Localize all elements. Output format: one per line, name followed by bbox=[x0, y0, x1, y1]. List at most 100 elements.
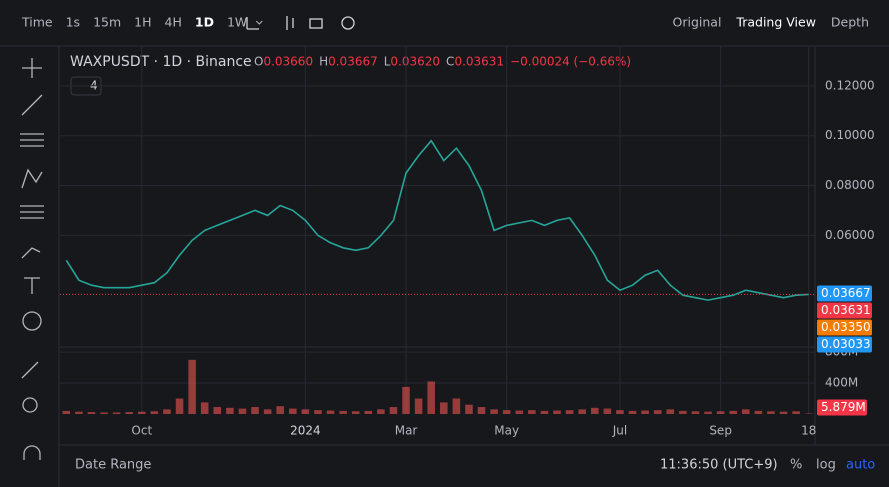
date-range[interactable]: Date Range bbox=[75, 458, 151, 473]
x-tick-label: Sep bbox=[709, 424, 732, 438]
volume-bar bbox=[213, 407, 222, 414]
volume-bar bbox=[351, 411, 360, 414]
x-tick-label: 18 bbox=[801, 424, 816, 438]
volume-bar bbox=[389, 407, 398, 414]
volume-bar bbox=[540, 410, 549, 414]
volume-bar bbox=[742, 409, 750, 414]
volume-bar bbox=[603, 408, 612, 414]
volume-bar bbox=[200, 402, 209, 414]
clock: 11:36:50 (UTC+9) bbox=[660, 458, 778, 473]
toolbar-icons[interactable] bbox=[246, 16, 355, 30]
top-bar bbox=[0, 0, 889, 46]
volume-bar bbox=[465, 404, 473, 414]
x-tick-label: Oct bbox=[131, 424, 152, 438]
volume-bar bbox=[565, 410, 574, 414]
volume-bar bbox=[150, 411, 159, 414]
volume-bar bbox=[691, 411, 700, 414]
volume-bar bbox=[402, 386, 410, 414]
volume-bar bbox=[553, 410, 561, 414]
log-toggle[interactable]: log bbox=[816, 458, 836, 473]
volume-bar bbox=[163, 409, 171, 414]
volume-bar bbox=[792, 411, 800, 414]
percent-toggle[interactable]: % bbox=[790, 458, 802, 473]
volume-bar bbox=[502, 410, 511, 414]
volume-bar bbox=[440, 402, 448, 414]
timeframe[interactable]: 1H bbox=[134, 15, 151, 30]
price-tag-label: 0.03631 bbox=[821, 303, 871, 317]
volume-bar bbox=[427, 381, 435, 414]
volume-bar bbox=[754, 410, 763, 414]
auto-toggle[interactable]: auto bbox=[846, 458, 875, 473]
price-tag-label: 0.03667 bbox=[821, 286, 871, 300]
volume-bar bbox=[138, 411, 146, 414]
volume-bar bbox=[779, 411, 788, 414]
ohlc-key: H bbox=[319, 55, 328, 69]
price-line bbox=[65, 139, 809, 301]
ohlc-value: 0.03631 bbox=[454, 55, 504, 69]
price-tag-label: 0.03350 bbox=[821, 320, 871, 334]
volume-bar bbox=[62, 410, 71, 414]
price-tag bbox=[817, 285, 872, 302]
volume-bar bbox=[125, 412, 133, 414]
price-tag-label: 0.03033 bbox=[821, 337, 871, 351]
view-tab[interactable]: Trading View bbox=[735, 15, 816, 30]
volume-bar bbox=[175, 398, 184, 414]
x-tick-label: 2024 bbox=[290, 424, 321, 438]
volume-bar bbox=[628, 410, 637, 414]
volume-bar bbox=[339, 410, 347, 414]
ohlc-key: O bbox=[254, 55, 263, 69]
volume-bar bbox=[641, 410, 649, 414]
volume-bar bbox=[276, 406, 284, 414]
timeframe[interactable]: 1D bbox=[195, 15, 214, 30]
view-tab[interactable]: Original bbox=[673, 15, 722, 30]
ohlc-key: C bbox=[446, 55, 454, 69]
change: −0.00024 (−0.66%) bbox=[510, 55, 631, 69]
volume-bar bbox=[767, 411, 775, 414]
volume-bar bbox=[477, 407, 486, 414]
timeframe[interactable]: 1s bbox=[66, 15, 80, 30]
volume-bar bbox=[364, 410, 373, 414]
volume-bar bbox=[578, 409, 586, 414]
price-tag bbox=[817, 336, 872, 353]
volume-bar bbox=[326, 410, 335, 414]
volume-bar bbox=[112, 412, 121, 414]
y-tick-label: 0.12000 bbox=[825, 78, 875, 92]
v-tick-label: 400M bbox=[825, 376, 858, 390]
volume-bar bbox=[87, 412, 96, 414]
ohlc-value: 0.03660 bbox=[263, 55, 313, 69]
x-tick-label: Mar bbox=[395, 424, 418, 438]
volume-bar bbox=[653, 410, 662, 414]
ohlc-key: L bbox=[384, 55, 391, 69]
tool-icons[interactable] bbox=[20, 58, 44, 460]
volume-bar bbox=[226, 407, 234, 414]
volume-bar bbox=[528, 410, 536, 414]
volume-bar bbox=[679, 410, 687, 414]
volume-bar bbox=[591, 407, 599, 414]
x-tick-label: Jul bbox=[612, 424, 627, 438]
symbol: WAXPUSDT · 1D · Binance bbox=[70, 54, 252, 70]
volume-tag bbox=[817, 399, 867, 416]
y-tick-label: 0.10000 bbox=[825, 128, 875, 142]
timeframe[interactable]: Time bbox=[21, 15, 53, 30]
volume-bar bbox=[377, 409, 385, 414]
y-tick-label: 0.06000 bbox=[825, 228, 875, 242]
volume-bar bbox=[289, 408, 297, 414]
ohlc-value: 0.03620 bbox=[390, 55, 440, 69]
volume-bar bbox=[100, 412, 108, 414]
dropdown[interactable] bbox=[255, 20, 263, 25]
price-tag bbox=[817, 319, 872, 336]
volume-bar bbox=[666, 409, 675, 414]
view-tab[interactable]: Depth bbox=[831, 15, 869, 30]
volume-bar bbox=[490, 409, 498, 414]
timeframe[interactable]: 1W bbox=[227, 15, 247, 30]
volume-bar bbox=[716, 411, 725, 414]
timeframe[interactable]: 15m bbox=[93, 15, 121, 30]
y-tick-label: 0.08000 bbox=[825, 178, 875, 192]
volume-bar bbox=[263, 409, 272, 414]
price-tag bbox=[817, 302, 872, 319]
volume-bar bbox=[729, 410, 737, 414]
volume-bar bbox=[188, 359, 196, 414]
timeframe[interactable]: 4H bbox=[165, 15, 182, 30]
